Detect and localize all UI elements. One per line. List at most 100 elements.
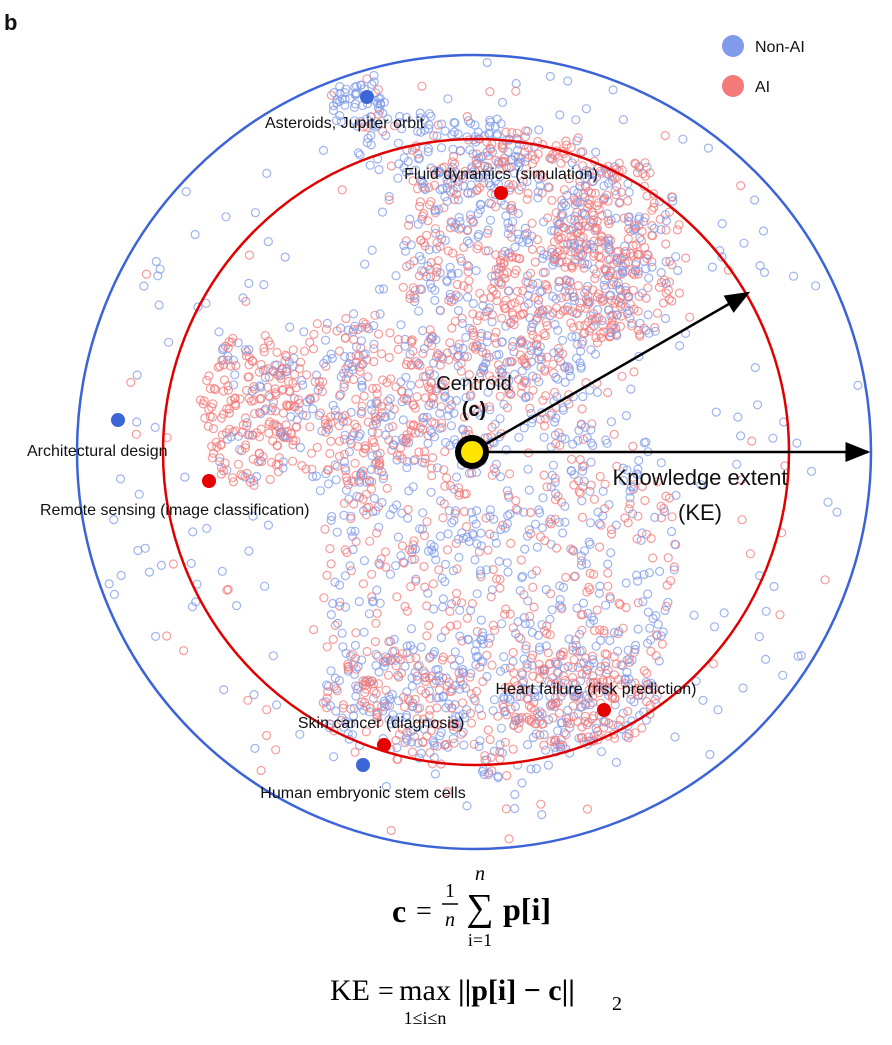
- paper-point: [586, 217, 596, 227]
- paper-point: [496, 666, 506, 676]
- paper-point: [486, 592, 496, 602]
- paper-point: [459, 281, 469, 291]
- paper-point: [539, 329, 549, 339]
- paper-point: [435, 305, 445, 315]
- paper-point: [673, 265, 683, 276]
- paper-point: [630, 224, 640, 234]
- paper-point: [570, 255, 580, 265]
- paper-point: [207, 453, 217, 463]
- paper-point: [580, 303, 591, 313]
- paper-point: [384, 195, 394, 205]
- paper-point: [616, 311, 626, 321]
- paper-point: [529, 705, 540, 715]
- paper-point: [403, 505, 413, 515]
- paper-point: [522, 659, 532, 669]
- paper-point: [373, 120, 383, 131]
- paper-point: [435, 230, 445, 240]
- paper-point: [320, 524, 330, 534]
- paper-point: [392, 500, 402, 510]
- paper-point: [368, 596, 379, 606]
- paper-point: [393, 696, 403, 706]
- paper-point: [378, 108, 388, 118]
- paper-point: [442, 277, 452, 287]
- paper-point: [244, 250, 254, 260]
- paper-point: [521, 392, 531, 402]
- paper-point: [576, 556, 587, 566]
- paper-point: [244, 372, 254, 382]
- paper-point: [578, 466, 588, 476]
- paper-point: [422, 230, 432, 240]
- paper-point: [504, 134, 514, 144]
- paper-point: [542, 305, 553, 315]
- paper-point: [472, 341, 482, 351]
- paper-point: [532, 313, 543, 323]
- paper-point: [346, 513, 356, 524]
- paper-point: [534, 711, 545, 721]
- paper-point: [335, 391, 345, 401]
- paper-point: [466, 605, 476, 616]
- paper-point: [372, 389, 382, 399]
- paper-point: [574, 689, 584, 699]
- paper-point: [661, 216, 672, 226]
- paper-point: [409, 456, 419, 466]
- paper-point: [179, 645, 189, 656]
- paper-point: [216, 440, 226, 450]
- paper-point: [247, 386, 257, 396]
- paper-point: [348, 711, 359, 721]
- paper-point: [405, 290, 415, 300]
- paper-point: [438, 594, 448, 604]
- paper-point: [531, 315, 541, 325]
- paper-point: [472, 159, 482, 169]
- paper-point: [402, 606, 412, 616]
- paper-point: [362, 114, 372, 124]
- paper-point: [551, 372, 561, 382]
- paper-point: [455, 631, 465, 641]
- paper-point: [322, 642, 332, 652]
- paper-point: [444, 295, 454, 305]
- paper-point: [633, 269, 643, 279]
- paper-point: [259, 343, 269, 353]
- paper-point: [386, 410, 396, 420]
- paper-point: [681, 253, 691, 263]
- paper-point: [590, 349, 601, 359]
- paper-point: [420, 454, 430, 464]
- paper-point: [472, 244, 482, 254]
- paper-point: [448, 151, 459, 161]
- paper-point: [435, 360, 445, 370]
- paper-point: [567, 672, 578, 683]
- paper-point: [436, 143, 447, 153]
- paper-point: [474, 741, 484, 752]
- paper-point: [608, 720, 618, 730]
- paper-point: [374, 558, 384, 568]
- paper-point: [374, 329, 384, 339]
- paper-point: [713, 705, 723, 715]
- paper-point: [406, 640, 416, 651]
- paper-point: [513, 374, 524, 384]
- paper-point: [270, 419, 280, 429]
- paper-point: [587, 207, 597, 217]
- paper-point: [390, 655, 400, 665]
- paper-point: [535, 171, 546, 181]
- paper-point: [426, 272, 436, 282]
- paper-point: [429, 393, 439, 403]
- paper-point: [674, 341, 685, 351]
- paper-point: [264, 419, 274, 429]
- paper-point: [646, 646, 656, 657]
- paper-point: [424, 653, 434, 663]
- paper-point: [531, 719, 541, 729]
- paper-point: [502, 519, 512, 529]
- paper-point: [376, 554, 386, 564]
- paper-point: [403, 693, 413, 704]
- paper-point: [495, 739, 505, 750]
- paper-point: [460, 683, 471, 693]
- paper-point: [151, 631, 161, 642]
- paper-point: [426, 163, 436, 173]
- paper-point: [468, 299, 478, 309]
- paper-point: [417, 266, 427, 276]
- paper-point: [535, 181, 545, 191]
- paper-point: [559, 185, 570, 195]
- paper-point: [626, 384, 636, 394]
- paper-point: [406, 727, 416, 737]
- paper-point: [620, 282, 631, 292]
- paper-point: [249, 689, 259, 700]
